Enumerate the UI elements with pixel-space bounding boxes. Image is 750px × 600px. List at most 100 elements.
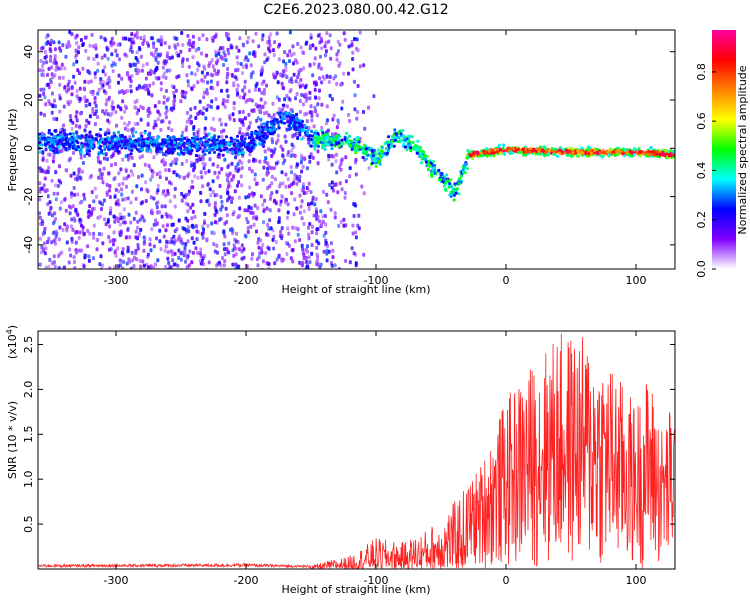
colorbar-gradient — [712, 30, 736, 269]
spectrogram-cell — [307, 255, 311, 260]
spectrogram-cell — [57, 164, 61, 169]
spectrogram-cell — [53, 58, 57, 62]
spectrogram-cell — [211, 86, 215, 91]
spectrogram-cell — [263, 52, 267, 57]
spectrogram-cell — [66, 100, 70, 105]
spectrogram-cell — [325, 251, 329, 256]
spectrogram-cell — [136, 121, 140, 126]
spectrogram-cell — [296, 136, 300, 140]
spectrogram-cell — [276, 80, 280, 85]
spectrogram-cell — [228, 116, 232, 121]
spectrogram-cell — [50, 240, 54, 245]
spectrogram-cell — [220, 199, 224, 204]
spectrogram-cell — [192, 84, 196, 89]
spectrogram-cell — [324, 137, 328, 141]
spectrogram-cell — [324, 53, 327, 58]
spectrogram-cell — [188, 48, 192, 52]
spectrogram-cell — [67, 79, 71, 84]
spectrogram-cell — [97, 232, 101, 236]
spectrogram-cell — [455, 187, 459, 191]
spectrogram-cell — [402, 143, 406, 146]
spectrogram-cell — [230, 196, 234, 201]
spectrogram-cell — [94, 46, 98, 51]
spectrogram-cell — [220, 167, 224, 171]
spectrogram-cell — [105, 98, 109, 103]
spectrogram-cell — [233, 189, 237, 194]
spectrogram-cell — [248, 166, 252, 171]
spectrogram-cell — [298, 129, 302, 133]
spectrogram-cell — [238, 206, 242, 211]
spectrogram-cell — [38, 93, 42, 98]
spectrogram-cell — [90, 32, 94, 37]
spectrogram-cell — [114, 48, 118, 53]
spectrogram-cell — [173, 194, 177, 199]
spectrogram-cell — [105, 157, 109, 162]
spectrogram-cell — [58, 46, 62, 51]
figure-title: C2E6.2023.080.00.42.G12 — [263, 2, 448, 18]
spectrogram-cell — [276, 133, 280, 138]
spectrogram-cell — [202, 90, 206, 95]
spectrogram-cell — [204, 140, 208, 144]
spectrogram-cell — [543, 154, 547, 158]
spectrogram-cell — [82, 192, 86, 197]
spectrogram-cell — [243, 140, 246, 144]
spectrogram-cell — [141, 106, 145, 111]
spectrogram-cell — [213, 220, 217, 225]
spectrogram-cell — [353, 107, 357, 112]
spectrogram-cell — [201, 33, 205, 38]
spectrogram-cell — [459, 180, 463, 184]
spectrogram-cell — [566, 150, 570, 154]
spectrogram-cell — [387, 144, 391, 147]
spectrogram-cell — [156, 38, 160, 43]
spectrogram-cell — [246, 226, 250, 230]
spectrogram-cell — [389, 145, 393, 149]
spectrogram-cell — [314, 197, 318, 201]
spectrogram-cell — [213, 205, 217, 210]
spectrogram-cell — [308, 159, 312, 164]
spectrogram-cell — [261, 134, 265, 138]
spectrogram-cell — [70, 92, 74, 97]
spectrogram-cell — [457, 177, 461, 181]
spectrogram-cell — [190, 44, 194, 49]
spectrogram-cell — [325, 104, 329, 109]
spectrogram-cell — [203, 152, 207, 156]
spectrogram-cell — [231, 212, 235, 217]
spectrogram-cell — [184, 90, 188, 95]
spectrogram-cell — [296, 75, 300, 80]
spectrogram-cell — [353, 93, 357, 98]
spectrogram-cell — [667, 150, 671, 154]
spectrogram-cell — [270, 166, 274, 171]
spectrogram-cell — [261, 137, 265, 141]
spectrogram-cell — [300, 92, 304, 97]
spectrogram-cell — [50, 261, 54, 266]
spectrogram-cell — [89, 143, 93, 147]
spectrogram-cell — [236, 162, 240, 167]
spectrogram-cell — [404, 145, 407, 149]
spectrogram-cell — [122, 220, 125, 225]
spectrogram-cell — [61, 227, 65, 232]
spectrogram-cell — [347, 113, 350, 117]
spectrogram-cell — [319, 209, 323, 214]
spectrogram-cell — [340, 138, 344, 142]
spectrogram-cell — [211, 38, 215, 43]
spectrogram-cell — [419, 161, 423, 165]
spectrogram-cell — [240, 137, 244, 141]
spectrogram-cell — [462, 164, 466, 167]
spectrogram-cell — [558, 151, 562, 155]
spectrogram-cell — [284, 139, 288, 144]
spectrogram-cell — [49, 58, 52, 63]
spectrogram-cell — [41, 169, 45, 174]
spectrogram-cell — [108, 141, 111, 145]
spectrogram-cell — [205, 53, 208, 58]
spectrogram-cell — [198, 99, 202, 104]
spectrogram-cell — [322, 249, 326, 254]
spectrogram-cell — [306, 244, 309, 249]
spectrogram-cell — [203, 219, 206, 223]
spectrogram-cell — [154, 55, 158, 60]
spectrogram-cell — [99, 254, 103, 259]
spectrogram-cell — [514, 149, 518, 153]
spectrogram-cell — [333, 215, 337, 220]
spectrogram-cell — [291, 110, 294, 113]
spectrogram-cell — [268, 218, 272, 223]
spectrogram-cell — [67, 260, 71, 265]
